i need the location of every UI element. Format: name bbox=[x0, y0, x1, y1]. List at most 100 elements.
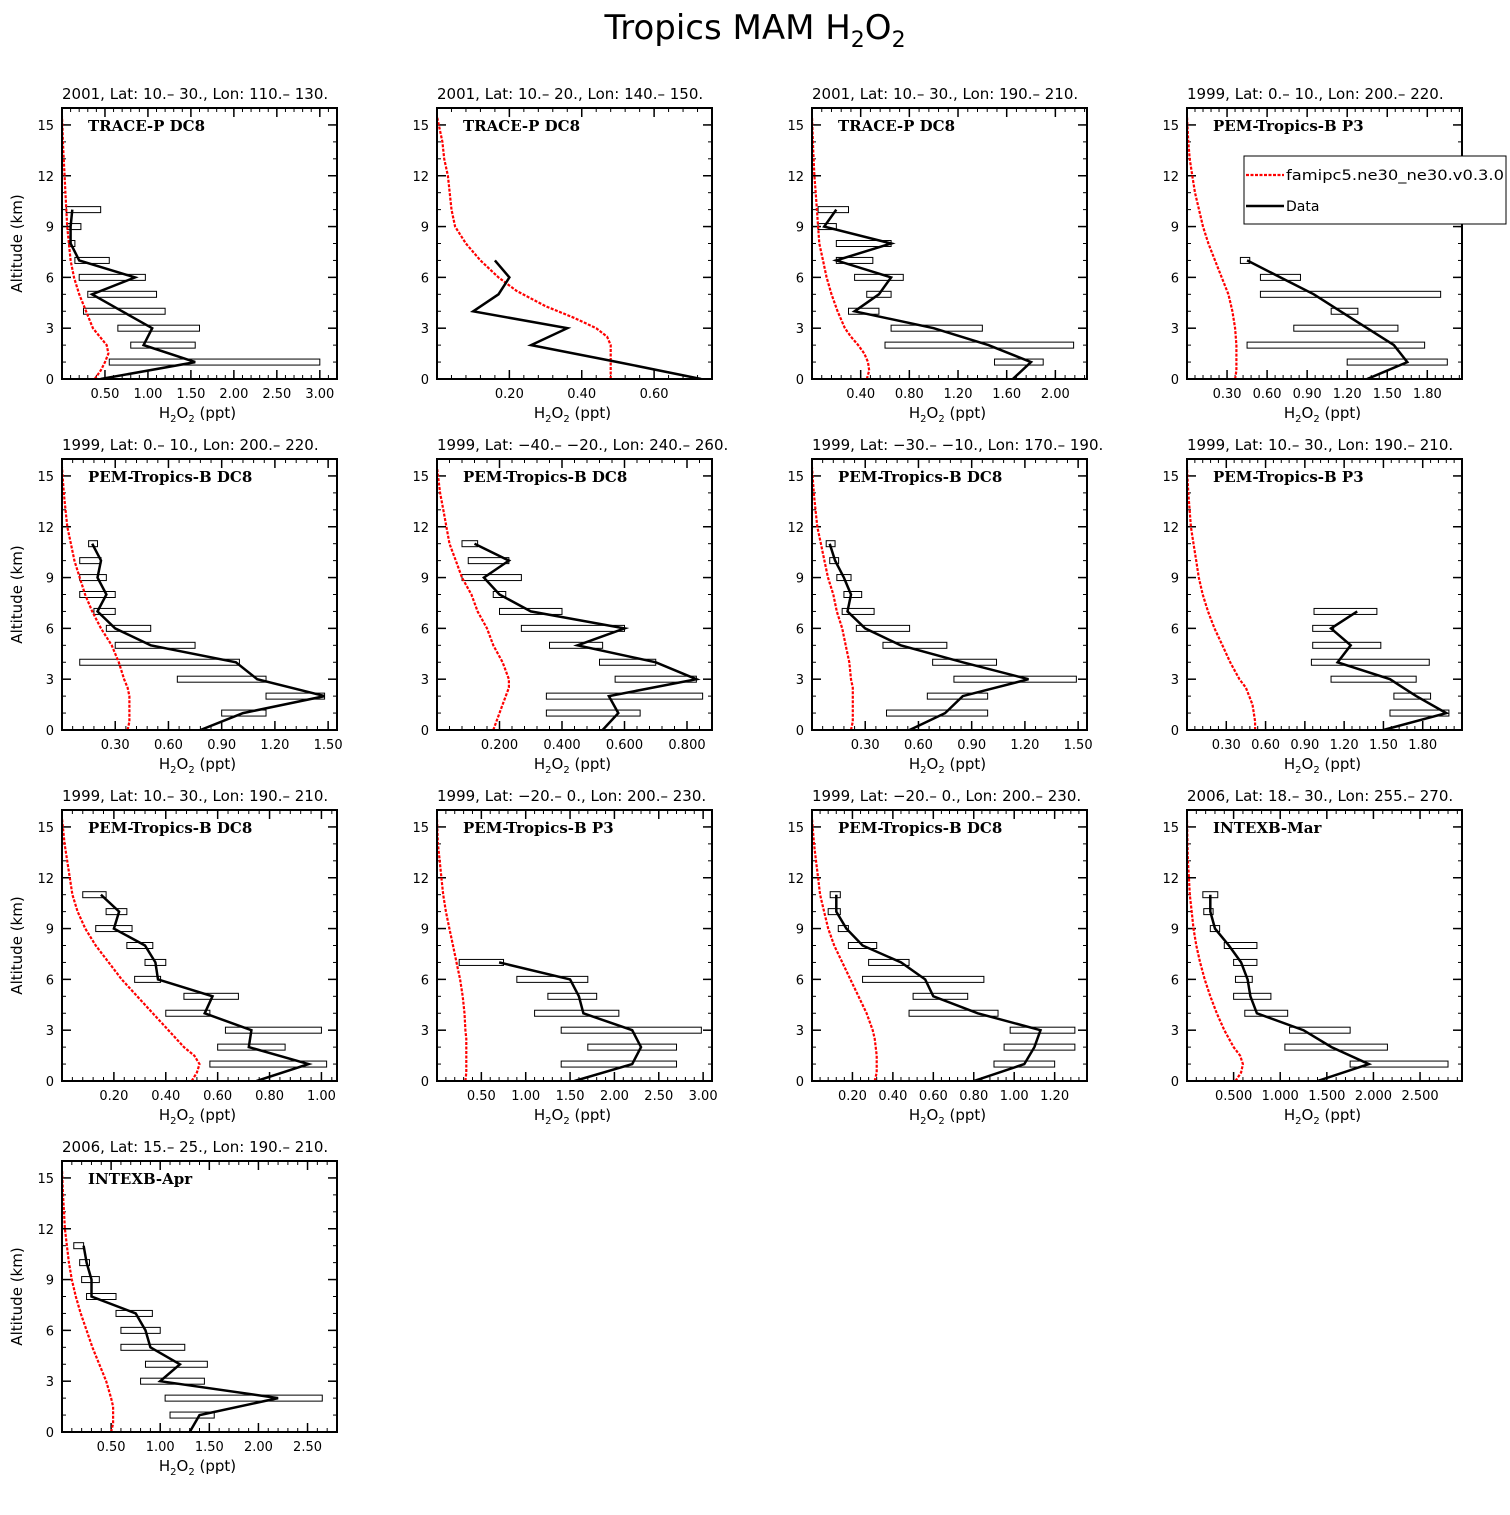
xlabel-part: H bbox=[1284, 1106, 1295, 1124]
range-box bbox=[1203, 908, 1214, 916]
xlabel-part: H bbox=[159, 404, 170, 422]
x-tick-label: 0.30 bbox=[851, 738, 880, 753]
chart-panel: 1999, Lat: −40.– −20., Lon: 240.– 260. 0 3… bbox=[412, 436, 728, 776]
x-tick-label: 0.800 bbox=[668, 738, 705, 753]
range-box bbox=[1349, 1060, 1449, 1068]
figure-title: Tropics MAM H2O2 bbox=[604, 8, 906, 53]
campaign-label: PEM-Tropics-B DC8 bbox=[88, 819, 252, 837]
x-axis-label: H2O2 (ppt) bbox=[1284, 404, 1361, 425]
x-tick-label: 0.40 bbox=[151, 1089, 180, 1104]
obs-line bbox=[1246, 259, 1410, 379]
x-tick-label: 1.80 bbox=[1408, 738, 1437, 753]
legend-box bbox=[1243, 155, 1507, 225]
x-axis-label: H2O2 (ppt) bbox=[534, 404, 611, 425]
x-axis-label: H2O2 (ppt) bbox=[159, 1106, 236, 1127]
y-tick-label: 6 bbox=[46, 973, 54, 988]
range-box bbox=[547, 992, 598, 1000]
plot-frame bbox=[811, 809, 1088, 1082]
range-box bbox=[841, 607, 875, 615]
xlabel-part: O bbox=[927, 404, 939, 422]
y-tick-label: 12 bbox=[412, 170, 429, 185]
x-tick-label: 1.60 bbox=[992, 387, 1021, 402]
y-tick-label: 9 bbox=[1171, 572, 1179, 587]
y-tick-label: 3 bbox=[796, 1024, 804, 1039]
campaign-label: INTEXB-Mar bbox=[1213, 819, 1322, 837]
chart-panel: 2006, Lat: 18.– 30., Lon: 255.– 270. 0 3 6 9… bbox=[1162, 787, 1463, 1127]
plot-frame bbox=[436, 458, 713, 731]
y-tick-label: 3 bbox=[421, 322, 429, 337]
plot-frame bbox=[436, 107, 713, 380]
x-tick-label: 0.90 bbox=[957, 738, 986, 753]
x-tick-label: 0.500 bbox=[1215, 1089, 1252, 1104]
range-box bbox=[854, 273, 904, 281]
x-tick-label: 0.60 bbox=[1253, 387, 1282, 402]
xlabel-part: 2 bbox=[920, 1116, 926, 1127]
campaign-label: PEM-Tropics-B DC8 bbox=[838, 819, 1002, 837]
chart-panel: 1999, Lat: 10.– 30., Lon: 190.– 210. 0 3 6 9… bbox=[8, 787, 338, 1127]
panel-header: 1999, Lat: 10.– 30., Lon: 190.– 210. bbox=[62, 787, 328, 805]
x-axis-label: H2O2 (ppt) bbox=[909, 1106, 986, 1127]
xlabel-part: H bbox=[159, 755, 170, 773]
y-tick-label: 12 bbox=[1162, 872, 1179, 887]
plot-frame bbox=[1186, 458, 1463, 731]
range-box bbox=[209, 1060, 328, 1068]
x-tick-label: 0.60 bbox=[919, 1089, 948, 1104]
xlabel-part: 2 bbox=[170, 1116, 176, 1127]
chart-panel: 1999, Lat: 0.– 10., Lon: 200.– 220. 0 3 6 9 1… bbox=[1162, 85, 1507, 425]
y-tick-label: 12 bbox=[787, 521, 804, 536]
range-box bbox=[1223, 942, 1258, 949]
chart-panel: 2001, Lat: 10.– 30., Lon: 190.– 210. 0 3 6 9… bbox=[787, 85, 1088, 425]
campaign-label: PEM-Tropics-B P3 bbox=[1213, 468, 1364, 486]
x-tick-label: 1.80 bbox=[1413, 387, 1442, 402]
obs-line bbox=[69, 209, 196, 379]
range-box bbox=[868, 958, 910, 966]
y-tick-label: 0 bbox=[1171, 724, 1179, 739]
obs-line bbox=[822, 208, 1034, 379]
x-tick-label: 2.50 bbox=[644, 1089, 673, 1104]
chart-panel: 1999, Lat: −30.– −10., Lon: 170.– 190. 0 3… bbox=[787, 436, 1103, 776]
y-tick-label: 0 bbox=[796, 373, 804, 388]
y-tick-label: 0 bbox=[1171, 1075, 1179, 1090]
range-box bbox=[587, 1043, 678, 1051]
xlabel-part: H bbox=[909, 404, 920, 422]
plot-frame bbox=[811, 458, 1088, 731]
x-tick-label: 0.20 bbox=[495, 387, 524, 402]
range-box bbox=[1234, 975, 1253, 983]
range-box bbox=[882, 641, 948, 649]
xlabel-part: (ppt) bbox=[570, 1106, 611, 1124]
y-axis-label: Altitude (km) bbox=[8, 545, 26, 643]
x-tick-label: 0.30 bbox=[1212, 738, 1241, 753]
panel-header: 2006, Lat: 15.– 25., Lon: 190.– 210. bbox=[62, 1138, 328, 1156]
model-line bbox=[812, 467, 854, 730]
range-box bbox=[994, 358, 1044, 366]
y-tick-label: 15 bbox=[1162, 470, 1179, 485]
plot-area bbox=[1187, 116, 1448, 379]
y-tick-label: 3 bbox=[796, 322, 804, 337]
range-box bbox=[176, 675, 267, 683]
model-line bbox=[1187, 818, 1245, 1081]
y-tick-label: 6 bbox=[796, 271, 804, 286]
model-line bbox=[437, 116, 612, 379]
range-box bbox=[855, 624, 911, 632]
xlabel-part: 2 bbox=[1313, 414, 1319, 425]
x-tick-label: 0.80 bbox=[959, 1089, 988, 1104]
xlabel-part: 2 bbox=[920, 765, 926, 776]
range-box bbox=[1389, 709, 1450, 717]
x-tick-label: 0.60 bbox=[154, 738, 183, 753]
xlabel-part: O bbox=[927, 755, 939, 773]
range-box bbox=[458, 958, 505, 966]
xlabel-part: 2 bbox=[188, 1467, 194, 1478]
range-box bbox=[560, 1060, 678, 1068]
xlabel-part: O bbox=[177, 404, 189, 422]
range-box bbox=[1259, 290, 1442, 298]
y-tick-label: 12 bbox=[787, 872, 804, 887]
y-tick-label: 0 bbox=[1171, 373, 1179, 388]
x-tick-label: 2.00 bbox=[1041, 387, 1070, 402]
x-tick-label: 1.20 bbox=[1330, 738, 1359, 753]
y-axis-label: Altitude (km) bbox=[8, 1247, 26, 1345]
model-line bbox=[62, 1169, 115, 1432]
range-box bbox=[66, 223, 82, 231]
obs-line bbox=[473, 542, 701, 730]
y-tick-label: 15 bbox=[787, 821, 804, 836]
range-box bbox=[1346, 358, 1448, 366]
